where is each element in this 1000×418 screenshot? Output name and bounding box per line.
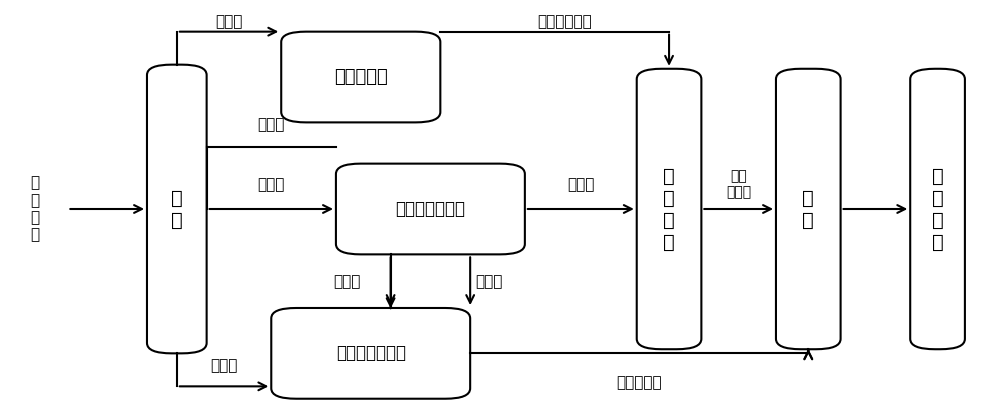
- Text: 脱硫重馏分: 脱硫重馏分: [616, 375, 662, 390]
- Text: 汽
油
原
料: 汽 油 原 料: [30, 176, 39, 242]
- Text: 抽出油: 抽出油: [258, 117, 285, 132]
- Text: 富硫油: 富硫油: [475, 274, 503, 289]
- Text: 轻馏分: 轻馏分: [215, 14, 243, 29]
- Text: 吸
附
脱
硫: 吸 附 脱 硫: [663, 166, 675, 252]
- FancyBboxPatch shape: [336, 163, 525, 255]
- FancyBboxPatch shape: [910, 69, 965, 349]
- FancyBboxPatch shape: [637, 69, 701, 349]
- Text: 选择性加氢脱硫: 选择性加氢脱硫: [336, 344, 406, 362]
- FancyBboxPatch shape: [147, 65, 207, 353]
- Text: 切
割: 切 割: [171, 189, 183, 229]
- Text: 萃取油: 萃取油: [333, 274, 361, 289]
- FancyBboxPatch shape: [271, 308, 470, 399]
- Text: 中馏分: 中馏分: [258, 177, 285, 192]
- Text: 重馏分: 重馏分: [210, 358, 238, 373]
- Text: 吸附
脱硫油: 吸附 脱硫油: [726, 169, 751, 199]
- Text: 脱硫醇轻馏分: 脱硫醇轻馏分: [537, 14, 592, 29]
- Text: 萃取蒸馏、分离: 萃取蒸馏、分离: [395, 200, 465, 218]
- FancyBboxPatch shape: [281, 32, 440, 122]
- Text: 脱
硫
汽
油: 脱 硫 汽 油: [932, 166, 943, 252]
- Text: 混
合: 混 合: [802, 189, 814, 229]
- Text: 萃余油: 萃余油: [567, 177, 594, 192]
- Text: 脱硫醇处理: 脱硫醇处理: [334, 68, 388, 86]
- FancyBboxPatch shape: [776, 69, 841, 349]
